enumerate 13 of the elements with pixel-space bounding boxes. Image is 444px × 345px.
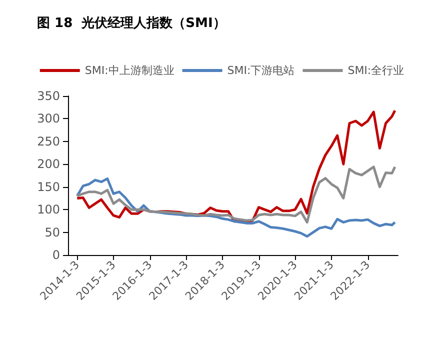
line-series [76, 166, 396, 224]
legend-label: SMI:中上游制造业 [84, 64, 174, 77]
y-tick-label: 150 [37, 180, 60, 194]
y-tick-label: 50 [44, 225, 60, 240]
y-tick-label: 200 [37, 157, 60, 172]
legend-label: SMI:全行业 [348, 64, 404, 77]
y-tick-label: 250 [37, 134, 60, 148]
legend-label: SMI:下游电站 [227, 64, 295, 77]
y-tick-label: 100 [37, 202, 60, 217]
y-tick-label: 0 [52, 248, 60, 262]
y-tick-label: 300 [37, 112, 60, 126]
y-tick-label: 350 [37, 89, 60, 103]
chart-title: 图 18 光伏经理人指数（SMI） [37, 16, 226, 31]
